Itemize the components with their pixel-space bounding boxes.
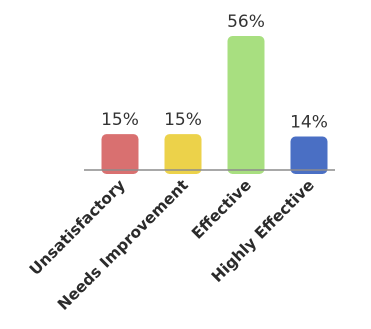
bars-group: [101, 36, 328, 174]
value-label: 15%: [164, 110, 202, 130]
category-label: Needs Improvement: [54, 176, 192, 314]
value-label: 15%: [101, 110, 139, 130]
bar-unsatisfactory: [101, 134, 139, 174]
value-labels-group: 15% 15% 56% 14%: [101, 12, 328, 133]
bar-effective: [227, 36, 265, 174]
value-label: 14%: [290, 113, 328, 133]
category-label: Effective: [188, 176, 255, 243]
bar-highly-effective: [290, 136, 328, 174]
value-label: 56%: [227, 12, 265, 32]
bar-needs-improvement: [164, 134, 202, 174]
